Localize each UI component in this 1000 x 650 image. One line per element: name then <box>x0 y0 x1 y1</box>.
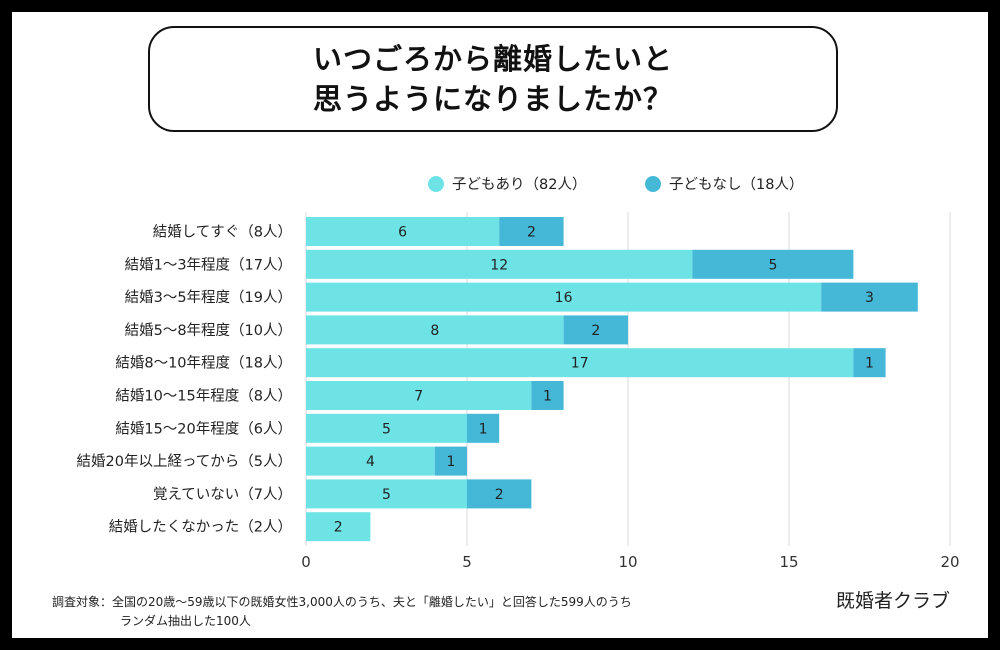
bar-segment <box>306 217 500 246</box>
brand-label: 既婚者クラブ <box>835 590 950 612</box>
category-label: 覚えていない（7人） <box>153 486 292 503</box>
bar-segment <box>306 512 371 542</box>
bar-segment <box>434 446 467 476</box>
data-label: 5 <box>382 487 391 503</box>
bar-segment <box>467 479 532 509</box>
data-label: 6 <box>398 225 407 241</box>
bar-segment <box>821 282 918 312</box>
title-line-1: いつごろから離婚したいと <box>312 42 673 76</box>
data-label: 5 <box>768 257 777 273</box>
bar-segment <box>563 315 628 345</box>
bar-segment <box>306 249 693 279</box>
legend-marker <box>428 176 444 192</box>
bar-segment <box>531 381 564 410</box>
category-label: 結婚1～3年程度（17人） <box>125 256 292 273</box>
bar-segment <box>853 348 886 378</box>
bar-segment <box>306 348 854 378</box>
category-label: 結婚3～5年程度（19人） <box>125 289 292 306</box>
data-label: 2 <box>591 323 600 339</box>
data-label: 12 <box>490 257 508 273</box>
data-label: 3 <box>865 290 874 306</box>
x-tick-label: 0 <box>301 553 311 571</box>
category-label: 結婚してすぐ（8人） <box>153 224 292 241</box>
data-label: 4 <box>366 454 375 470</box>
data-label: 1 <box>479 421 488 437</box>
category-label: 結婚10～15年程度（8人） <box>115 388 292 405</box>
x-tick-label: 15 <box>779 553 798 571</box>
bar-segment <box>306 479 467 509</box>
category-label: 結婚15～20年程度（6人） <box>115 420 292 437</box>
bar-segment <box>306 282 822 312</box>
x-tick-label: 20 <box>940 553 959 571</box>
data-label: 2 <box>527 225 536 241</box>
category-label: 結婚5～8年程度（10人） <box>125 322 292 339</box>
bar-segment <box>306 413 467 443</box>
data-label: 1 <box>543 389 552 405</box>
data-label: 2 <box>495 487 504 503</box>
x-tick-label: 10 <box>618 553 637 571</box>
data-label: 1 <box>865 356 874 372</box>
bar-segment <box>306 315 564 345</box>
bar-segment <box>692 249 854 279</box>
category-label: 結婚8～10年程度（18人） <box>115 355 292 372</box>
data-label: 17 <box>571 356 589 372</box>
category-label: 結婚したくなかった（2人） <box>109 519 292 536</box>
category-label: 結婚20年以上経ってから（5人） <box>77 453 292 470</box>
bar-segment <box>306 446 435 476</box>
data-label: 5 <box>382 421 391 437</box>
survey-note-line-1: 調査対象：全国の20歳～59歳以下の既婚女性3,000人のうち、夫と「離婚したい… <box>52 595 632 609</box>
legend-marker <box>645 176 661 192</box>
data-label: 1 <box>446 454 455 470</box>
bar-segment <box>499 217 564 246</box>
bar-segment <box>467 413 500 443</box>
legend-label: 子どもなし（18人） <box>669 176 803 193</box>
data-label: 16 <box>555 290 573 306</box>
bar-segment <box>306 381 532 410</box>
survey-note-line-2: ランダム抽出した100人 <box>120 614 251 628</box>
title-box: いつごろから離婚したいと 思うようになりましたか？ <box>148 26 838 132</box>
data-label: 7 <box>414 389 423 405</box>
title-line-2: 思うようになりましたか？ <box>312 82 673 116</box>
data-label: 8 <box>430 323 439 339</box>
x-tick-label: 5 <box>462 553 472 571</box>
data-label: 2 <box>334 520 343 536</box>
legend-label: 子どもあり（82人） <box>452 176 586 193</box>
